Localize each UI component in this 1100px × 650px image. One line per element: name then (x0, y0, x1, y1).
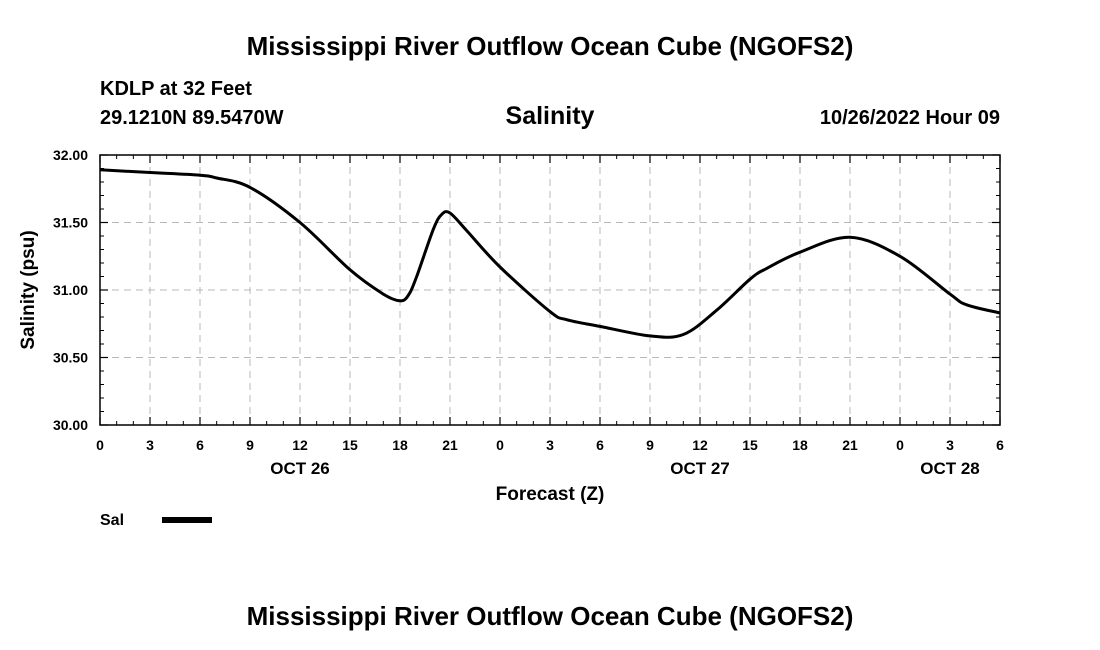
day-labels: OCT 26 OCT 27 OCT 28 (270, 459, 980, 478)
x-tick-labels: 0 3 6 9 12 15 18 21 0 3 6 9 12 15 18 21 0 3 6 (96, 437, 1004, 453)
series-line-sal (99, 168, 1001, 339)
y-tick-labels: 30.00 30.50 31.00 31.50 32.00 (53, 147, 88, 433)
chart-title: Salinity (506, 102, 595, 130)
y-tick-label: 30.00 (53, 417, 88, 433)
x-tick-label: 21 (842, 437, 858, 453)
x-tick-label: 3 (946, 437, 954, 453)
forecast-datetime: 10/26/2022 Hour 09 (820, 107, 1000, 129)
x-tick-label: 6 (596, 437, 604, 453)
x-tick-label: 3 (146, 437, 154, 453)
y-tick-label: 31.50 (53, 215, 88, 231)
y-tick-label: 32.00 (53, 147, 88, 163)
y-axis-label: Salinity (psu) (18, 230, 39, 349)
footer-title: Mississippi River Outflow Ocean Cube (NG… (247, 601, 854, 631)
x-tick-label: 18 (392, 437, 408, 453)
day-label: OCT 27 (670, 459, 730, 478)
x-tick-label: 21 (442, 437, 458, 453)
x-tick-label: 12 (292, 437, 308, 453)
x-tick-label: 15 (342, 437, 358, 453)
x-tick-label: 18 (792, 437, 808, 453)
x-tick-label: 12 (692, 437, 708, 453)
station-label: KDLP at 32 Feet (100, 78, 252, 100)
day-label: OCT 28 (920, 459, 980, 478)
x-tick-label: 0 (96, 437, 104, 453)
station-coordinates: 29.1210N 89.5470W (100, 107, 284, 129)
x-tick-label: 9 (246, 437, 254, 453)
plot-frame (99, 154, 1001, 426)
x-tick-label: 0 (896, 437, 904, 453)
x-tick-label: 3 (546, 437, 554, 453)
y-tick-label: 30.50 (53, 350, 88, 366)
x-tick-label: 6 (996, 437, 1004, 453)
legend-label-sal: Sal (100, 512, 124, 529)
x-tick-label: 6 (196, 437, 204, 453)
x-tick-label: 15 (742, 437, 758, 453)
y-tick-label: 31.00 (53, 282, 88, 298)
grid-lines (100, 155, 1000, 425)
chart-main-title: Mississippi River Outflow Ocean Cube (NG… (247, 31, 854, 61)
x-axis-label: Forecast (Z) (496, 484, 605, 505)
day-label: OCT 26 (270, 459, 330, 478)
x-tick-label: 9 (646, 437, 654, 453)
x-tick-label: 0 (496, 437, 504, 453)
